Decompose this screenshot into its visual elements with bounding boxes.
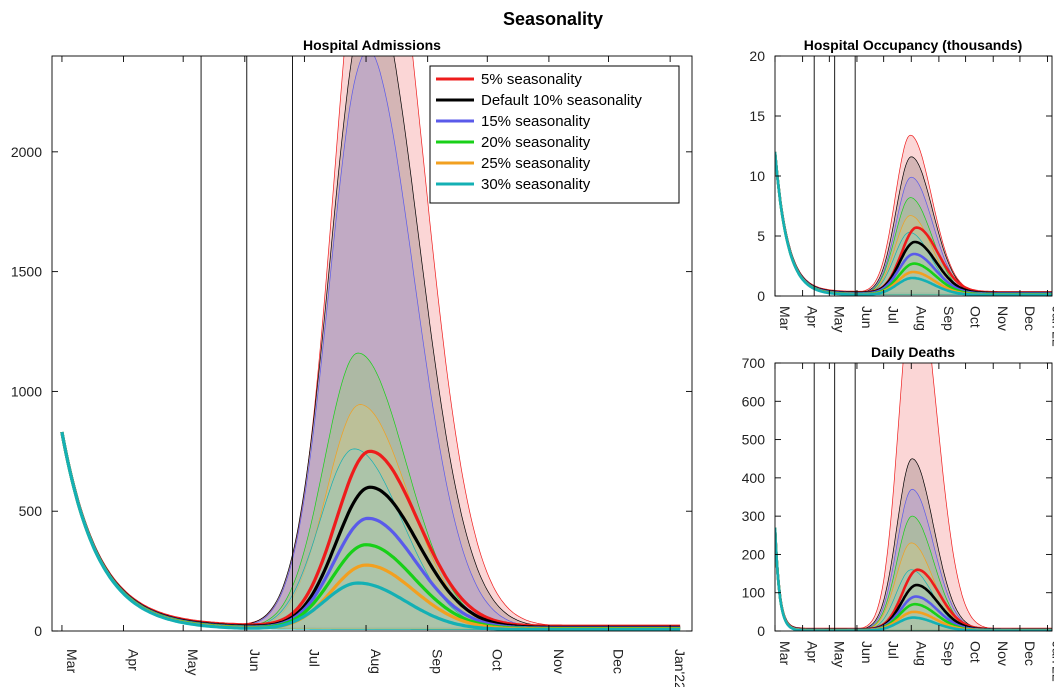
hospital-admissions-title: Hospital Admissions: [303, 37, 441, 53]
figure-suptitle: Seasonality: [503, 9, 603, 29]
y-tick-label: 0: [757, 623, 765, 639]
y-tick-label: 300: [742, 508, 766, 524]
x-tick-label: Aug: [368, 649, 384, 674]
hospital-occupancy-title: Hospital Occupancy (thousands): [804, 37, 1023, 53]
hospital-admissions-panel: Hospital Admissions 0 500 1000 1500 2000 Mar A…: [11, 37, 693, 687]
x-tick-label: Mar: [777, 641, 793, 665]
legend-entry: 15% seasonality: [481, 113, 591, 130]
x-tick-label: Apr: [126, 649, 142, 671]
plot-area: [60, 56, 681, 631]
axes-box: [51, 55, 693, 632]
y-tick-label: 0: [34, 623, 42, 639]
legend-entry: 5% seasonality: [481, 71, 582, 88]
legend-entry: 20% seasonality: [481, 134, 591, 151]
x-tick-label: Aug: [913, 641, 929, 666]
y-tick-label: 5: [757, 228, 765, 244]
legend-box: [429, 65, 680, 204]
y-tick-label: 15: [749, 108, 765, 124]
x-tick-label: Apr: [805, 641, 821, 663]
x-tick-label: Jun: [247, 649, 263, 672]
plot-area: [775, 134, 1052, 296]
plot-area: [775, 363, 1052, 631]
x-tick-label: Sep: [941, 306, 957, 331]
y-tick-label: 400: [742, 470, 766, 486]
y-tick-label: 0: [757, 288, 765, 304]
x-tick-label: Jan'22: [1050, 306, 1054, 347]
hospital-occupancy-panel: Hospital Occupancy (thousands) 0 5 10 15 20 M…: [749, 37, 1054, 347]
x-tick-label: Dec: [611, 649, 627, 674]
line-30-seasonality: [60, 431, 681, 631]
axes-box: [774, 362, 1053, 632]
x-tick-label: Sep: [941, 641, 957, 666]
x-tick-label: May: [831, 306, 847, 332]
legend-entry: 25% seasonality: [481, 155, 591, 172]
daily-deaths-title: Daily Deaths: [871, 344, 955, 360]
x-tick-label: Jul: [886, 306, 902, 324]
x-tick-label: Dec: [1022, 641, 1038, 666]
y-tick-label: 10: [749, 168, 765, 184]
x-tick-label: Jun: [859, 641, 875, 664]
legend-entry: Default 10% seasonality: [481, 92, 642, 109]
y-tick-label: 1000: [11, 383, 42, 399]
x-tick-label: Apr: [805, 306, 821, 328]
legend-entry: 30% seasonality: [481, 176, 591, 193]
y-tick-label: 20: [749, 48, 765, 64]
y-tick-label: 500: [19, 503, 43, 519]
y-tick-label: 700: [742, 355, 766, 371]
x-tick-label: Oct: [968, 306, 984, 328]
chart-legend: 5% seasonality Default 10% seasonality 15%…: [429, 65, 680, 204]
x-tick-label: Aug: [913, 306, 929, 331]
y-tick-label: 500: [742, 432, 766, 448]
y-tick-label: 100: [742, 585, 766, 601]
y-tick-label: 1500: [11, 264, 42, 280]
x-tick-label: Oct: [968, 641, 984, 663]
x-tick-label: May: [831, 641, 847, 667]
y-tick-label: 200: [742, 546, 766, 562]
x-tick-label: Nov: [551, 649, 567, 674]
band-30-seasonality: [61, 432, 681, 630]
x-tick-label: Jul: [306, 649, 322, 667]
x-tick-label: Mar: [64, 649, 80, 673]
x-tick-label: Jul: [886, 641, 902, 659]
x-tick-label: Jan'22: [1050, 641, 1054, 682]
x-tick-label: Sep: [430, 649, 446, 674]
x-tick-label: Jan'22: [672, 649, 688, 687]
x-tick-label: Oct: [489, 649, 505, 671]
x-tick-label: Mar: [777, 306, 793, 330]
x-tick-label: Dec: [1022, 306, 1038, 331]
x-tick-label: Nov: [995, 306, 1011, 331]
x-tick-label: May: [185, 649, 201, 675]
y-tick-label: 2000: [11, 144, 42, 160]
y-tick-label: 600: [742, 393, 766, 409]
x-tick-label: Jun: [859, 306, 875, 329]
x-tick-label: Nov: [995, 641, 1011, 666]
line-30-seasonality: [775, 151, 1052, 296]
daily-deaths-panel: Daily Deaths 0 100 200 300 400 500 600 700 Mar Ap…: [742, 344, 1054, 682]
